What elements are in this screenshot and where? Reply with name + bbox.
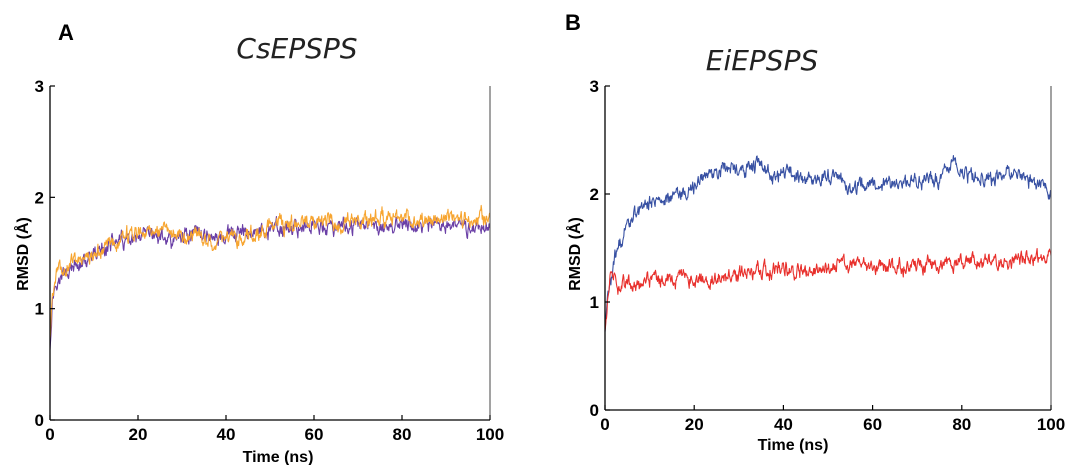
chart-b-y-tick-label-1: 1 [590, 293, 599, 312]
chart-b-y-tick-label-2: 2 [590, 185, 599, 204]
chart-a-x-tick-label-4: 80 [393, 425, 412, 444]
chart-a-x-tick-label-0: 0 [45, 425, 54, 444]
panel-letter-a: A [58, 20, 74, 45]
panel-letter-b: B [565, 10, 581, 35]
chart-b-x-tick-label-2: 40 [774, 415, 793, 434]
chart-a-y-tick-label-2: 2 [35, 188, 44, 207]
chart-b-x-tick-label-3: 60 [863, 415, 882, 434]
chart-b-x-tick-label-0: 0 [600, 415, 609, 434]
chart-b-x-tick-label-4: 80 [952, 415, 971, 434]
chart-a-y-tick-label-1: 1 [35, 300, 44, 319]
chart-b-x-tick-label-5: 100 [1037, 415, 1065, 434]
chart-b-title: EiEPSPS [706, 44, 818, 77]
chart-a-xlabel: Time (ns) [243, 449, 314, 465]
chart-a-ylabel: RMSD (Å) [13, 217, 32, 291]
chart-a-series-1-line [49, 215, 491, 350]
chart-b-series-1-line [604, 154, 1052, 332]
chart-a-x-tick-label-1: 20 [129, 425, 148, 444]
chart-a-x-tick-label-2: 40 [217, 425, 236, 444]
chart-a-x-tick-label-3: 60 [305, 425, 324, 444]
chart-a-title: CsEPSPS [236, 32, 357, 65]
chart-b-series-2-line [604, 247, 1052, 331]
chart-b-xlabel: Time (ns) [758, 437, 829, 454]
chart-a-y-tick-label-0: 0 [35, 411, 44, 430]
chart-a-svg: A CsEPSPS 0 20 40 60 80 100 0 1 2 3 Time (ns) RMS… [13, 20, 505, 465]
chart-a-plot-area: 0 20 40 60 80 100 0 1 2 3 [35, 77, 505, 444]
chart-b-y-tick-label-0: 0 [590, 401, 599, 420]
chart-b-plot-area: 0 20 40 60 80 100 0 1 2 3 [590, 77, 1066, 434]
chart-b-y-tick-label-3: 3 [590, 77, 599, 96]
chart-panel-a: A CsEPSPS 0 20 40 60 80 100 0 1 2 3 Time (ns) RMS… [13, 20, 505, 465]
chart-a-y-tick-label-3: 3 [35, 77, 44, 96]
chart-panel-b: B EiEPSPS 0 20 40 60 80 100 0 1 2 3 Time (ns) RMS… [535, 0, 1069, 465]
chart-a-series-2-line [49, 204, 491, 339]
chart-b-svg: B EiEPSPS 0 20 40 60 80 100 0 1 2 3 Time (ns) RMS… [565, 10, 1066, 454]
chart-b-x-tick-label-1: 20 [685, 415, 704, 434]
chart-b-ylabel: RMSD (Å) [565, 217, 584, 291]
chart-a-x-tick-label-5: 100 [476, 425, 504, 444]
